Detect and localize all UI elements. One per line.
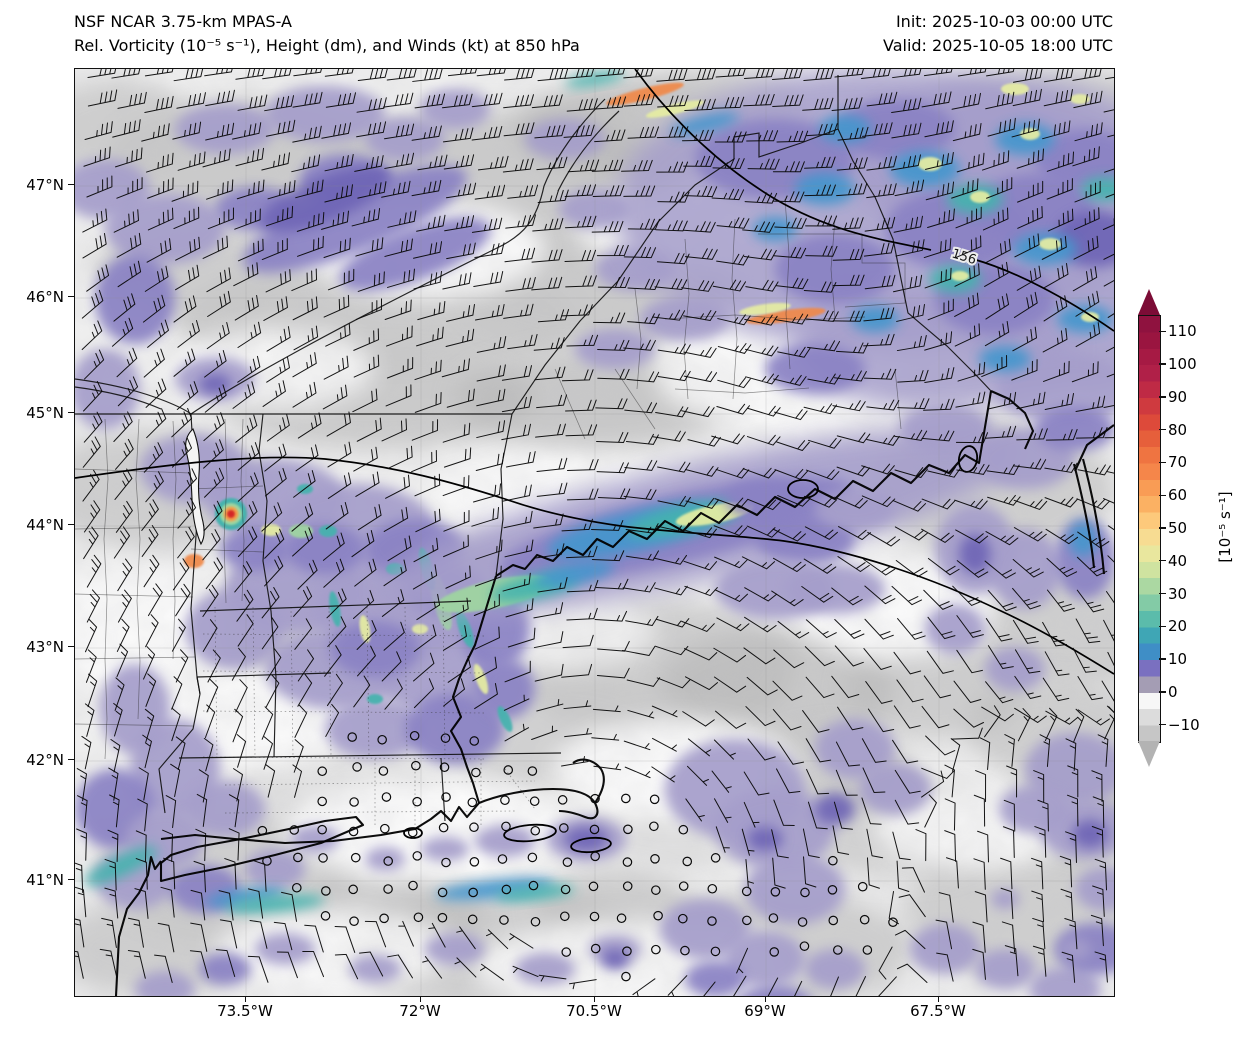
colorbar-tick bbox=[1159, 428, 1166, 431]
colorbar-tick bbox=[1159, 494, 1166, 496]
lat-tick bbox=[68, 646, 74, 648]
colorbar-tick-label: 90 bbox=[1168, 387, 1188, 406]
colorbar-tick bbox=[1159, 723, 1166, 726]
colorbar-tick bbox=[1159, 560, 1166, 562]
colorbar-tick-label: 110 bbox=[1168, 322, 1197, 341]
lat-tick-label: 45°N bbox=[26, 404, 64, 422]
graticule bbox=[75, 69, 1114, 996]
lat-tick bbox=[68, 759, 74, 761]
colorbar-gradient bbox=[1138, 315, 1161, 743]
colorbar-over-arrow bbox=[1138, 289, 1160, 315]
init-time: Init: 2025-10-03 00:00 UTC bbox=[895, 12, 1113, 31]
valid-time: Valid: 2025-10-05 18:00 UTC bbox=[882, 36, 1113, 55]
lat-tick-label: 47°N bbox=[26, 176, 64, 194]
lon-tick bbox=[765, 996, 767, 1002]
colorbar-tick bbox=[1159, 527, 1166, 529]
lon-tick-label: 69°W bbox=[744, 1002, 786, 1020]
lat-tick-label: 43°N bbox=[26, 638, 64, 656]
lat-tick-label: 41°N bbox=[26, 871, 64, 889]
colorbar-tick bbox=[1159, 625, 1166, 627]
lon-tick bbox=[938, 996, 940, 1002]
colorbar-tick-label: 0 bbox=[1168, 682, 1178, 701]
lat-tick bbox=[68, 184, 74, 186]
lon-tick-label: 72°W bbox=[399, 1002, 441, 1020]
lat-tick bbox=[68, 524, 74, 526]
state-borders bbox=[75, 75, 992, 822]
colorbar-tick-label: −10 bbox=[1168, 715, 1200, 734]
lat-tick-label: 42°N bbox=[26, 751, 64, 769]
lat-tick-label: 44°N bbox=[26, 516, 64, 534]
rivers bbox=[75, 98, 620, 415]
colorbar-tick bbox=[1159, 691, 1166, 693]
colorbar-tick-label: 50 bbox=[1168, 519, 1188, 537]
lon-tick bbox=[245, 996, 247, 1002]
colorbar-tick bbox=[1159, 330, 1166, 333]
colorbar-tick-label: 60 bbox=[1168, 486, 1188, 505]
colorbar-tick-label: 40 bbox=[1168, 551, 1188, 570]
colorbar-tick-label: 20 bbox=[1168, 617, 1188, 636]
field-title: Rel. Vorticity (10⁻⁵ s⁻¹), Height (dm), … bbox=[74, 36, 580, 55]
model-title: NSF NCAR 3.75-km MPAS-A bbox=[74, 12, 292, 31]
run-time-block: Init: 2025-10-03 00:00 UTC Valid: 2025-1… bbox=[650, 10, 1113, 58]
lat-tick bbox=[68, 879, 74, 881]
colorbar-under-arrow bbox=[1138, 741, 1160, 767]
title-block: NSF NCAR 3.75-km MPAS-A Rel. Vorticity (… bbox=[74, 10, 580, 58]
lon-tick bbox=[594, 996, 596, 1002]
lon-tick-label: 73.5°W bbox=[217, 1002, 273, 1020]
colorbar-tick bbox=[1159, 363, 1166, 365]
colorbar-tick-label: 10 bbox=[1168, 650, 1188, 669]
colorbar-tick-label: 30 bbox=[1168, 584, 1188, 603]
wind-barbs bbox=[75, 69, 1114, 996]
colorbar-unit-label: [10⁻⁵ s⁻¹] bbox=[1216, 491, 1234, 563]
colorbar-tick-label: 100 bbox=[1168, 355, 1197, 374]
calm-wind-circles bbox=[257, 730, 898, 982]
lon-tick-label: 70.5°W bbox=[566, 1002, 622, 1020]
lat-tick-label: 46°N bbox=[26, 288, 64, 306]
colorbar-tick bbox=[1159, 592, 1166, 595]
colorbar-tick-label: 70 bbox=[1168, 453, 1188, 472]
lat-tick bbox=[68, 296, 74, 298]
colorbar-tick bbox=[1159, 658, 1166, 660]
lon-tick bbox=[420, 996, 422, 1002]
map-canvas: 156 bbox=[74, 68, 1115, 997]
lon-tick-label: 67.5°W bbox=[910, 1002, 966, 1020]
vorticity-field bbox=[75, 69, 1114, 996]
colorbar-tick-label: 80 bbox=[1168, 420, 1188, 439]
lat-tick bbox=[68, 412, 74, 414]
height-contours bbox=[75, 69, 1114, 675]
colorbar-tick bbox=[1159, 396, 1166, 398]
colorbar-tick bbox=[1159, 461, 1166, 464]
